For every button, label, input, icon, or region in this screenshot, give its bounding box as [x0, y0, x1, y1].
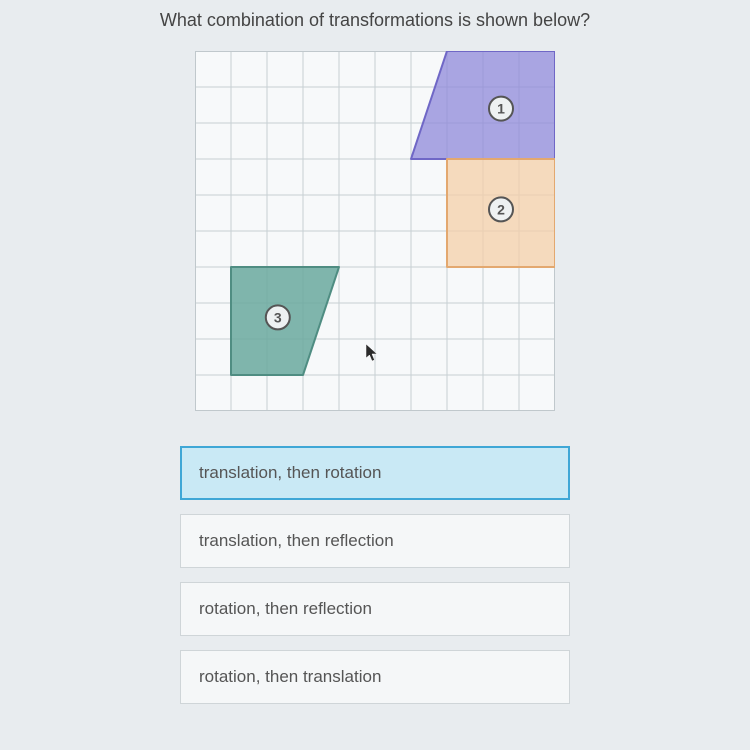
question-text: What combination of transformations is s…: [0, 10, 750, 31]
answer-text: translation, then reflection: [199, 531, 394, 550]
grid-svg: 1 2 3: [195, 51, 555, 411]
svg-text:2: 2: [497, 201, 505, 217]
svg-text:3: 3: [274, 309, 282, 325]
transformation-grid: 1 2 3: [195, 51, 555, 411]
answer-text: translation, then rotation: [199, 463, 381, 482]
answer-option-0[interactable]: translation, then rotation: [180, 446, 570, 500]
answer-option-2[interactable]: rotation, then reflection: [180, 582, 570, 636]
answer-text: rotation, then reflection: [199, 599, 372, 618]
answer-text: rotation, then translation: [199, 667, 381, 686]
answer-option-3[interactable]: rotation, then translation: [180, 650, 570, 704]
answer-option-1[interactable]: translation, then reflection: [180, 514, 570, 568]
page-root: What combination of transformations is s…: [0, 0, 750, 750]
answer-list: translation, then rotation translation, …: [180, 446, 570, 704]
svg-text:1: 1: [497, 101, 505, 117]
